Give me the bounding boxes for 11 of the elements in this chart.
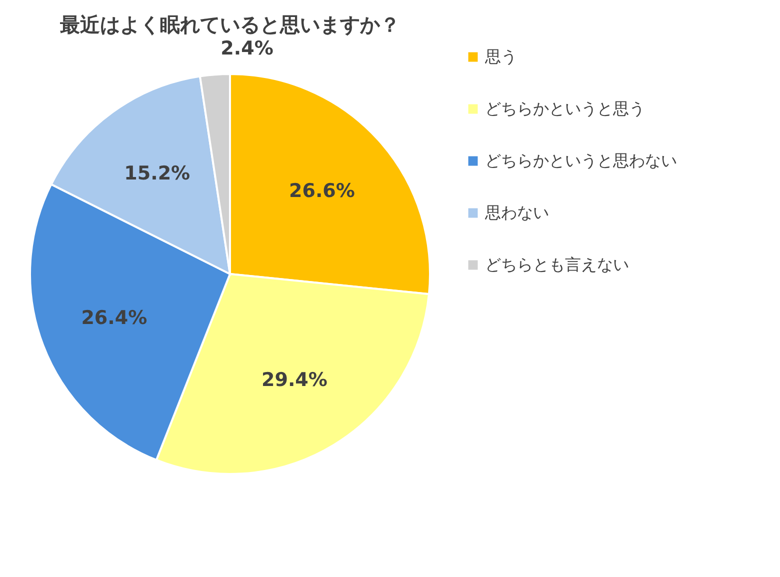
legend-label: どちらかというと思わない bbox=[485, 151, 677, 170]
data-label: 2.4% bbox=[220, 38, 274, 60]
data-label: 26.4% bbox=[81, 307, 148, 330]
data-label: 15.2% bbox=[124, 162, 190, 185]
chart-title: 最近はよく眠れていると思いますか？ bbox=[59, 12, 400, 37]
data-label: 29.4% bbox=[261, 368, 328, 391]
legend-label: どちらかというと思う bbox=[485, 99, 645, 118]
data-label: 26.6% bbox=[289, 180, 355, 202]
legend-label: どちらとも言えない bbox=[485, 255, 629, 274]
legend-label: 思う bbox=[484, 47, 517, 66]
legend-label: 思わない bbox=[484, 203, 549, 222]
